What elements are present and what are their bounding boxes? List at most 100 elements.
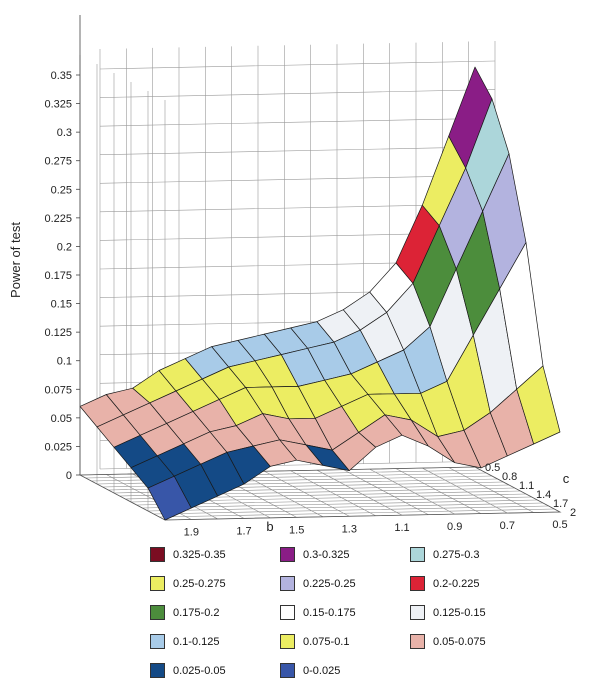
z-tick-label: 0 (66, 470, 72, 482)
x-tick-label: 1.3 (342, 523, 357, 535)
wall-gridline (99, 146, 496, 156)
z-axis: 0 0.025 0.05 0.075 0.1 0.125 0.15 0.175 0.2 0.225… (44, 15, 81, 482)
floor-gridline (422, 467, 508, 514)
z-tick-label: 0.3 (57, 127, 72, 139)
wall-gridline (99, 60, 496, 70)
wall-gridline (99, 174, 496, 184)
y-tick-label: 1.4 (536, 489, 551, 501)
x-tick-label: 1.9 (184, 526, 199, 538)
legend-item: 0.225-0.25 (280, 576, 410, 591)
floor-gridline (147, 502, 544, 512)
y-tick-label: 1.7 (553, 498, 568, 510)
z-tick-label: 0.175 (44, 270, 72, 282)
legend-item: 0.2-0.225 (410, 576, 530, 591)
legend-label: 0.175-0.2 (173, 606, 220, 619)
z-tick-label: 0.05 (51, 413, 72, 425)
legend-row: 0.25-0.275 0.225-0.25 0.2-0.225 (150, 569, 590, 598)
floor-gridline (316, 469, 403, 516)
legend-swatch (280, 576, 295, 591)
legend-item: 0.275-0.3 (410, 547, 530, 562)
y-tick-label: 0.5 (485, 462, 500, 474)
z-tick-label: 0.15 (51, 299, 72, 311)
floor-gridline (290, 470, 376, 516)
wall-gridline (99, 117, 496, 127)
legend-item: 0.1-0.125 (150, 634, 280, 649)
z-tick-label: 0.225 (44, 213, 72, 225)
y-axis: 0.50.81.11.41.72 (485, 462, 576, 519)
x-tick-label: 0.9 (447, 521, 462, 533)
floor-gridline (159, 508, 555, 518)
legend-swatch (410, 547, 425, 562)
legend-item: 0.025-0.05 (150, 663, 280, 678)
legend-label: 0.325-0.35 (173, 548, 226, 561)
legend-swatch (150, 663, 165, 678)
legend-label: 0.225-0.25 (303, 577, 356, 590)
z-tick-label: 0.025 (44, 441, 72, 453)
legend-row: 0.1-0.125 0.075-0.1 0.05-0.075 (150, 627, 590, 656)
y-tick-label: 2 (570, 507, 576, 519)
legend-item: 0.325-0.35 (150, 547, 280, 562)
z-tick-label: 0.35 (51, 70, 72, 82)
legend-row: 0.325-0.35 0.3-0.325 0.275-0.3 (150, 540, 590, 569)
legend-label: 0.2-0.225 (433, 577, 480, 590)
legend-swatch (410, 576, 425, 591)
z-tick-label: 0.075 (44, 384, 72, 396)
legend-swatch (410, 605, 425, 620)
legend-label: 0.025-0.05 (173, 664, 226, 677)
legend-swatch (280, 605, 295, 620)
legend-label: 0.3-0.325 (303, 548, 350, 561)
legend-swatch (410, 634, 425, 649)
back-wall-grid (79, 41, 496, 520)
x-tick-label: 0.7 (500, 520, 515, 532)
y-tick-label: 0.8 (502, 471, 517, 483)
floor-gridline (343, 469, 429, 515)
legend-swatch (150, 547, 165, 562)
legend-item: 0-0.025 (280, 663, 410, 678)
floor-gridline (136, 496, 532, 506)
z-tick-label: 0.2 (57, 241, 72, 253)
legend-label: 0.075-0.1 (303, 635, 350, 648)
floor-gridline (264, 471, 350, 517)
z-tick-label: 0.1 (57, 356, 72, 368)
legend-item: 0.25-0.275 (150, 576, 280, 591)
legend-item: 0.175-0.2 (150, 605, 280, 620)
legend-label: 0.05-0.075 (433, 635, 486, 648)
legend-swatch (150, 634, 165, 649)
legend-swatch (150, 576, 165, 591)
surface-chart: 0 0.025 0.05 0.075 0.1 0.125 0.15 0.175 0.2 0.225… (8, 15, 576, 538)
x-axis: 1.9 1.7 1.5 1.3 1.1 0.9 0.7 0.5 (184, 519, 568, 538)
legend: 0.325-0.35 0.3-0.325 0.275-0.3 0.25-0.275 0.… (150, 540, 590, 685)
legend-row: 0.025-0.05 0-0.025 (150, 656, 590, 685)
x-tick-label: 1.7 (236, 525, 251, 537)
floor-gridline (153, 505, 549, 515)
legend-row: 0.175-0.2 0.15-0.175 0.125-0.15 (150, 598, 590, 627)
legend-label: 0.1-0.125 (173, 635, 220, 648)
legend-label: 0.125-0.15 (433, 606, 486, 619)
wall-gridline (99, 89, 496, 98)
x-tick-label: 1.1 (394, 522, 409, 534)
legend-label: 0.275-0.3 (433, 548, 480, 561)
z-tick-label: 0.325 (44, 99, 72, 111)
legend-swatch (280, 634, 295, 649)
x-tick-label: 0.5 (552, 519, 567, 531)
legend-item: 0.125-0.15 (410, 605, 530, 620)
floor-gridline (237, 471, 324, 518)
y-tick-label: 1.1 (519, 480, 534, 492)
legend-swatch (280, 547, 295, 562)
y-axis-label: c (563, 471, 570, 486)
floor-gridline (369, 468, 455, 515)
surface-mesh (79, 66, 561, 521)
legend-swatch (280, 663, 295, 678)
floor-gridline (142, 499, 538, 509)
legend-label: 0.25-0.275 (173, 577, 226, 590)
legend-label: 0.15-0.175 (303, 606, 356, 619)
legend-item: 0.15-0.175 (280, 605, 410, 620)
floor-gridline (395, 468, 482, 514)
legend-item: 0.075-0.1 (280, 634, 410, 649)
legend-item: 0.3-0.325 (280, 547, 410, 562)
z-axis-label: Power of test (8, 222, 23, 298)
legend-label: 0-0.025 (303, 664, 341, 677)
z-tick-label: 0.125 (44, 327, 72, 339)
x-axis-label: b (266, 519, 273, 534)
legend-item: 0.05-0.075 (410, 634, 530, 649)
